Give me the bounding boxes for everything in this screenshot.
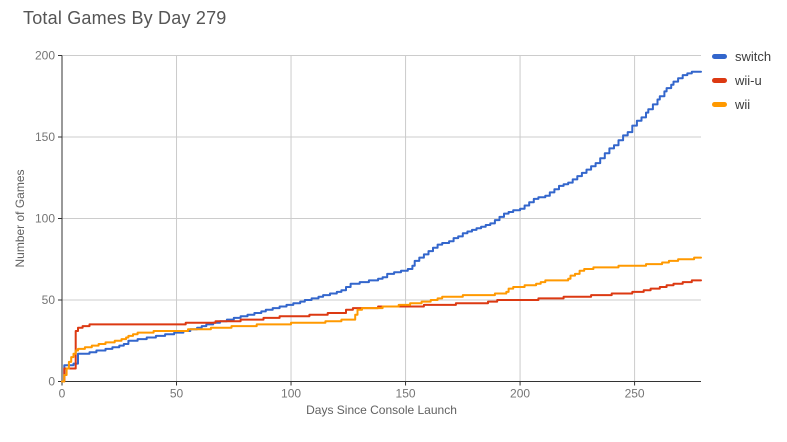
chart-legend: switch wii-u wii bbox=[712, 44, 771, 116]
series-line-switch bbox=[61, 70, 702, 383]
x-tick-label: 0 bbox=[59, 387, 66, 401]
legend-label-wii-u: wii-u bbox=[735, 72, 762, 88]
x-tick-label: 50 bbox=[170, 387, 184, 401]
legend-swatch-switch bbox=[712, 53, 727, 59]
x-tick-label: 100 bbox=[281, 387, 301, 401]
legend-item-wii: wii bbox=[712, 92, 771, 116]
y-tick-label: 200 bbox=[35, 49, 55, 63]
legend-swatch-wii bbox=[712, 101, 727, 107]
series-line-wii bbox=[61, 256, 702, 383]
chart-title: Total Games By Day 279 bbox=[23, 8, 227, 28]
x-tick-label: 250 bbox=[625, 387, 645, 401]
legend-swatch-wii-u bbox=[712, 77, 727, 83]
y-tick-label: 0 bbox=[48, 375, 55, 389]
y-tick-label: 150 bbox=[35, 130, 55, 144]
y-tick-label: 100 bbox=[35, 212, 55, 226]
series-line-wii-u bbox=[61, 279, 702, 383]
y-axis-title: Number of Games bbox=[13, 169, 27, 267]
legend-label-wii: wii bbox=[735, 96, 751, 112]
y-tick-label: 50 bbox=[42, 293, 56, 307]
legend-label-switch: switch bbox=[735, 48, 772, 64]
legend-item-switch: switch bbox=[712, 44, 771, 68]
x-axis-title: Days Since Console Launch bbox=[306, 403, 457, 417]
x-tick-label: 200 bbox=[510, 387, 530, 401]
x-tick-label: 150 bbox=[396, 387, 416, 401]
legend-item-wii-u: wii-u bbox=[712, 68, 771, 92]
